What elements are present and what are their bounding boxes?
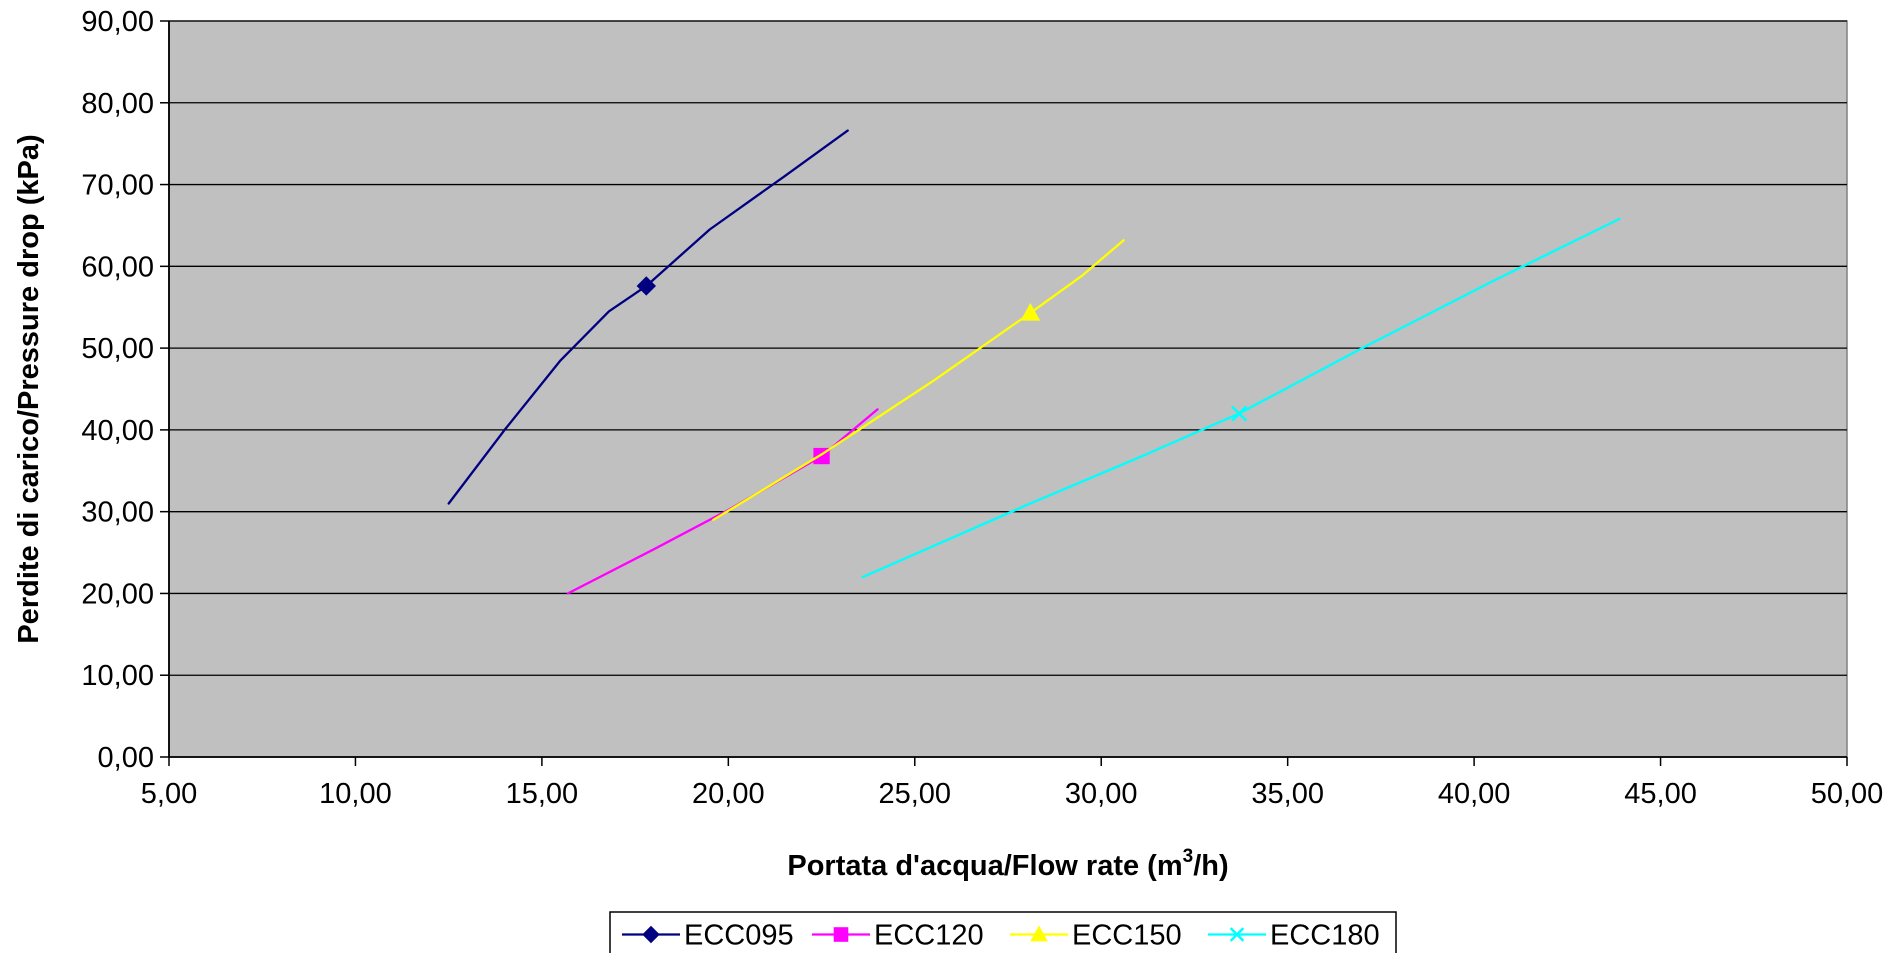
y-tick-label: 0,00 <box>98 742 154 774</box>
legend: ECC095 ECC120 ECC150 ECC180 <box>609 911 1397 958</box>
y-tick-label: 30,00 <box>81 497 154 529</box>
x-tick-label: 35,00 <box>1251 778 1324 810</box>
x-axis-title: Portata d'acqua/Flow rate (m3/h) <box>787 846 1228 882</box>
axes <box>160 20 1848 766</box>
series-line-ecc150 <box>712 239 1125 521</box>
x-tick-label: 30,00 <box>1065 778 1138 810</box>
x-tick-label: 40,00 <box>1438 778 1511 810</box>
y-tick-label: 20,00 <box>81 578 154 610</box>
y-tick-label: 50,00 <box>81 333 154 365</box>
x-axis-title-superscript: 3 <box>1183 846 1194 867</box>
data-point-marker-ecc150 <box>1020 302 1041 321</box>
legend-marker-ecc095 <box>642 925 660 944</box>
grid-lines <box>169 20 1847 676</box>
y-tick-label: 80,00 <box>81 88 154 120</box>
y-tick-label: 10,00 <box>81 660 154 692</box>
x-tick-labels: 5,00 10,00 15,00 20,00 25,00 30,00 35,00 40,00 4… <box>141 778 1884 810</box>
plot-area <box>168 20 1848 758</box>
y-axis-title: Perdite di carico/Pressure drop (kPa) <box>13 134 45 643</box>
data-point-marker-ecc095 <box>636 276 657 296</box>
x-tick-label: 15,00 <box>506 778 579 810</box>
series-line-ecc095 <box>447 129 849 505</box>
x-tick-label: 10,00 <box>319 778 392 810</box>
y-tick-label: 70,00 <box>81 170 154 202</box>
series-lines <box>447 129 1621 595</box>
x-tick-label: 25,00 <box>878 778 951 810</box>
y-tick-labels: 0,00 10,00 20,00 30,00 40,00 50,00 60,00 70,00 8… <box>81 6 154 774</box>
legend-label-ecc180: ECC180 <box>1270 920 1380 952</box>
y-tick-label: 60,00 <box>81 251 154 283</box>
x-tick-label: 5,00 <box>141 778 197 810</box>
legend-marker-ecc180 <box>1229 927 1245 942</box>
legend-marker-ecc150 <box>1030 925 1048 942</box>
data-point-marker-ecc180 <box>1231 405 1248 422</box>
y-tick-label: 40,00 <box>81 415 154 447</box>
legend-label-ecc095: ECC095 <box>684 920 794 952</box>
x-tick-label: 45,00 <box>1624 778 1697 810</box>
legend-label-ecc150: ECC150 <box>1072 920 1182 952</box>
legend-label-ecc120: ECC120 <box>874 920 984 952</box>
x-tick-label: 50,00 <box>1811 778 1884 810</box>
legend-marker-ecc120 <box>833 927 849 942</box>
y-tick-label: 90,00 <box>81 6 154 38</box>
x-tick-label: 20,00 <box>692 778 765 810</box>
